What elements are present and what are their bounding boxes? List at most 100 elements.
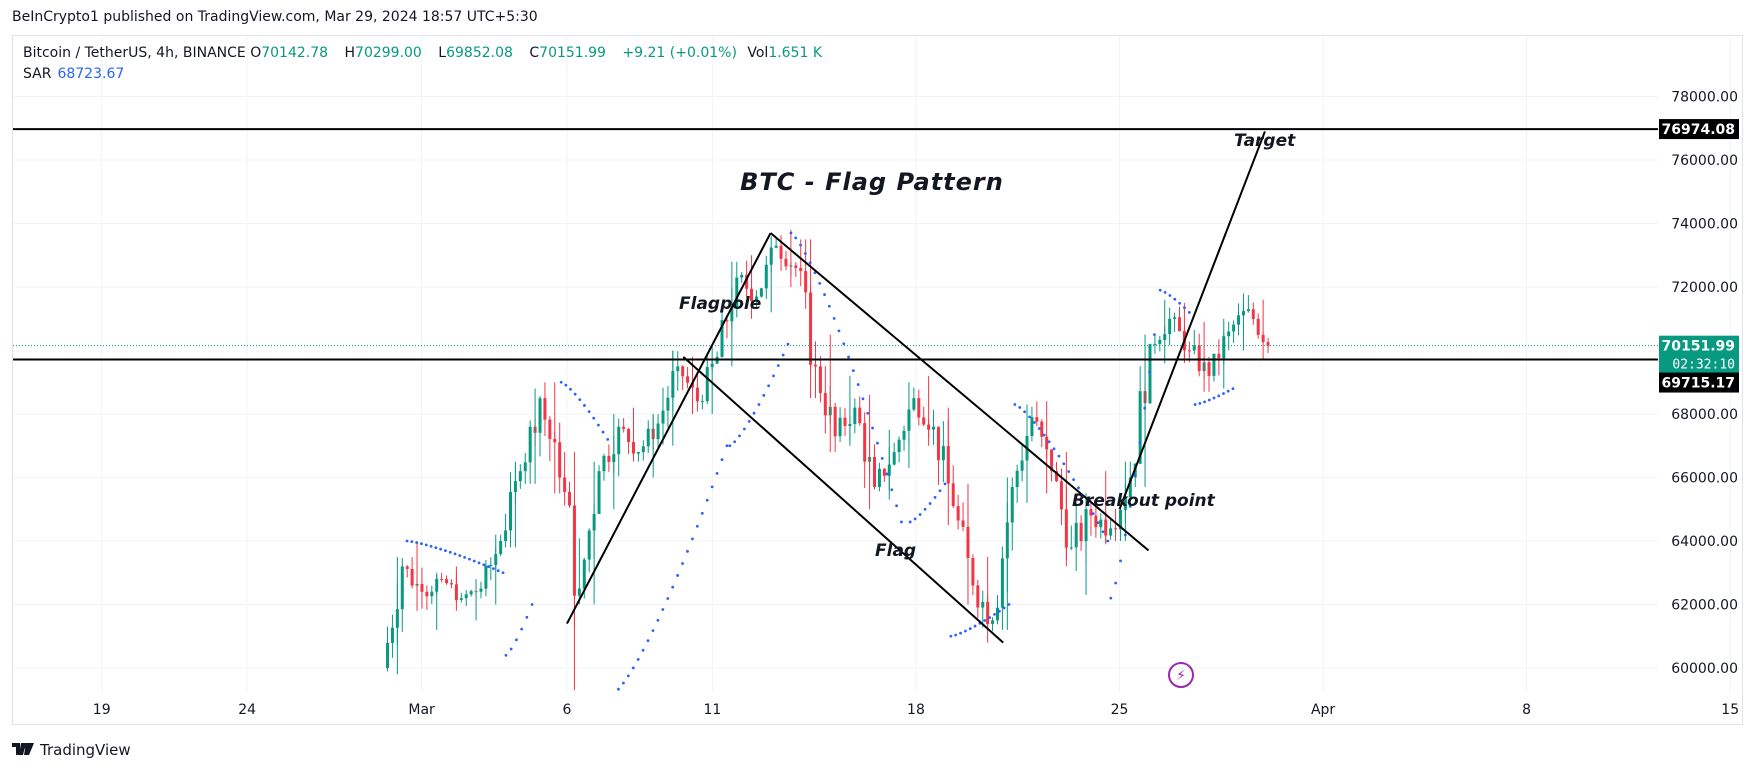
ohlc-low: L69852.08 [438,45,513,61]
candle-body [686,376,690,383]
sar-dot [789,231,793,235]
x-tick-label: 15 [1721,702,1739,718]
candle-body [636,452,640,454]
sar-dot [1018,406,1022,409]
sar-dot [1163,290,1167,294]
sar-dot [1212,396,1216,400]
sar-dot [1002,606,1006,610]
annotations-layer: BTC - Flag Pattern Flagpole Flag Breakout p… [679,131,1296,561]
sar-dot [691,537,694,541]
sar-dot [448,550,452,554]
sar-dot [1123,533,1127,537]
candle-body [971,557,975,586]
candle-body [784,258,788,267]
sar-dot [434,546,438,550]
sar-dot [472,559,476,563]
candle-body [1187,350,1191,352]
candle-body [1069,547,1073,549]
sar-dot [918,513,922,516]
sar-dot [871,426,874,430]
candle-body [1015,470,1019,488]
candle-body [912,398,916,410]
x-tick-label: 18 [907,702,925,718]
annotation-target: Target [1234,131,1296,151]
x-tick-label: 11 [703,702,721,718]
candle-body [1246,309,1250,312]
candle-body [1030,417,1034,436]
candle-body [1192,345,1196,351]
y-tick-label: 64000.00 [1671,534,1738,550]
price-tags: 76974.08 70151.99 02:32:10 69715.17 [1659,119,1739,393]
candle-body [961,520,965,527]
sar-dot [728,444,732,448]
target-price-tag-bg [1659,119,1739,140]
sar-dot [866,411,870,415]
candle-body [735,277,739,308]
sar-dot [530,603,534,606]
candle-body [1109,528,1113,536]
candle-body [1153,343,1157,345]
sar-dot [631,666,635,670]
candle-body [833,406,837,437]
candle-body [400,566,404,610]
candle-body [838,417,842,437]
candle-body [1074,522,1078,548]
sar-dot [900,520,903,524]
y-axis-labels: 60000.00 62000.00 64000.00 66000.00 68000.00… [1671,90,1738,678]
sar-dot [487,565,491,569]
sar-dot [794,236,798,240]
candle-body [1207,362,1211,376]
sar-dot [477,561,481,565]
ohlc-open: O70142.78 [250,45,329,61]
tradingview-logo-icon [12,737,34,759]
candle-body [577,588,581,596]
sar-dot [993,613,996,616]
x-axis-labels: 121924Mar6111825Apr815 [93,702,1739,718]
sar-dot [1023,410,1027,414]
candle-body [976,585,980,608]
annotation-flagpole: Flagpole [679,294,761,314]
candle-body [1055,471,1059,482]
sar-dot [564,383,568,387]
sar-dot [988,616,992,619]
sar-dot [1133,474,1137,477]
sar-dot [923,507,927,511]
sar-dot [933,495,937,499]
sar-dot [847,355,850,359]
sar-dot [1042,433,1046,437]
x-tick-label: Apr [1311,702,1335,718]
sar-dot [569,387,572,391]
sar-dot [1033,421,1036,424]
candle-body [386,642,390,668]
y-tick-label: 72000.00 [1671,280,1738,296]
svg-text:⚡: ⚡ [1176,668,1186,684]
candle-body [1217,353,1221,359]
candle-body [1059,481,1063,510]
x-tick-label: 6 [563,702,572,718]
sar-dot [583,404,586,407]
y-tick-label: 62000.00 [1671,598,1738,614]
candle-body [877,468,881,488]
flash-icon[interactable]: ⚡ [1168,662,1194,688]
candle-body [1158,339,1162,344]
tradingview-logo[interactable]: TradingView [12,737,131,759]
sar-dot [1222,392,1225,395]
sar-dot [808,261,812,265]
candle-body [469,591,473,595]
sar-value: 68723.67 [57,66,125,82]
candle-body [543,398,547,420]
candle-body [774,245,778,248]
sar-dot [681,562,684,565]
candle-body [922,417,926,425]
sar-dot [578,398,582,402]
sar-dot [1077,486,1080,490]
sar-dot [733,440,737,444]
sar-dot [747,419,751,423]
sar-dot [1158,288,1162,292]
sar-dot [1067,470,1071,473]
sar-dot [968,627,972,631]
sar-dot [1226,389,1230,393]
candle-body [991,620,995,624]
sar-legend: SAR 68723.67 [23,66,124,82]
